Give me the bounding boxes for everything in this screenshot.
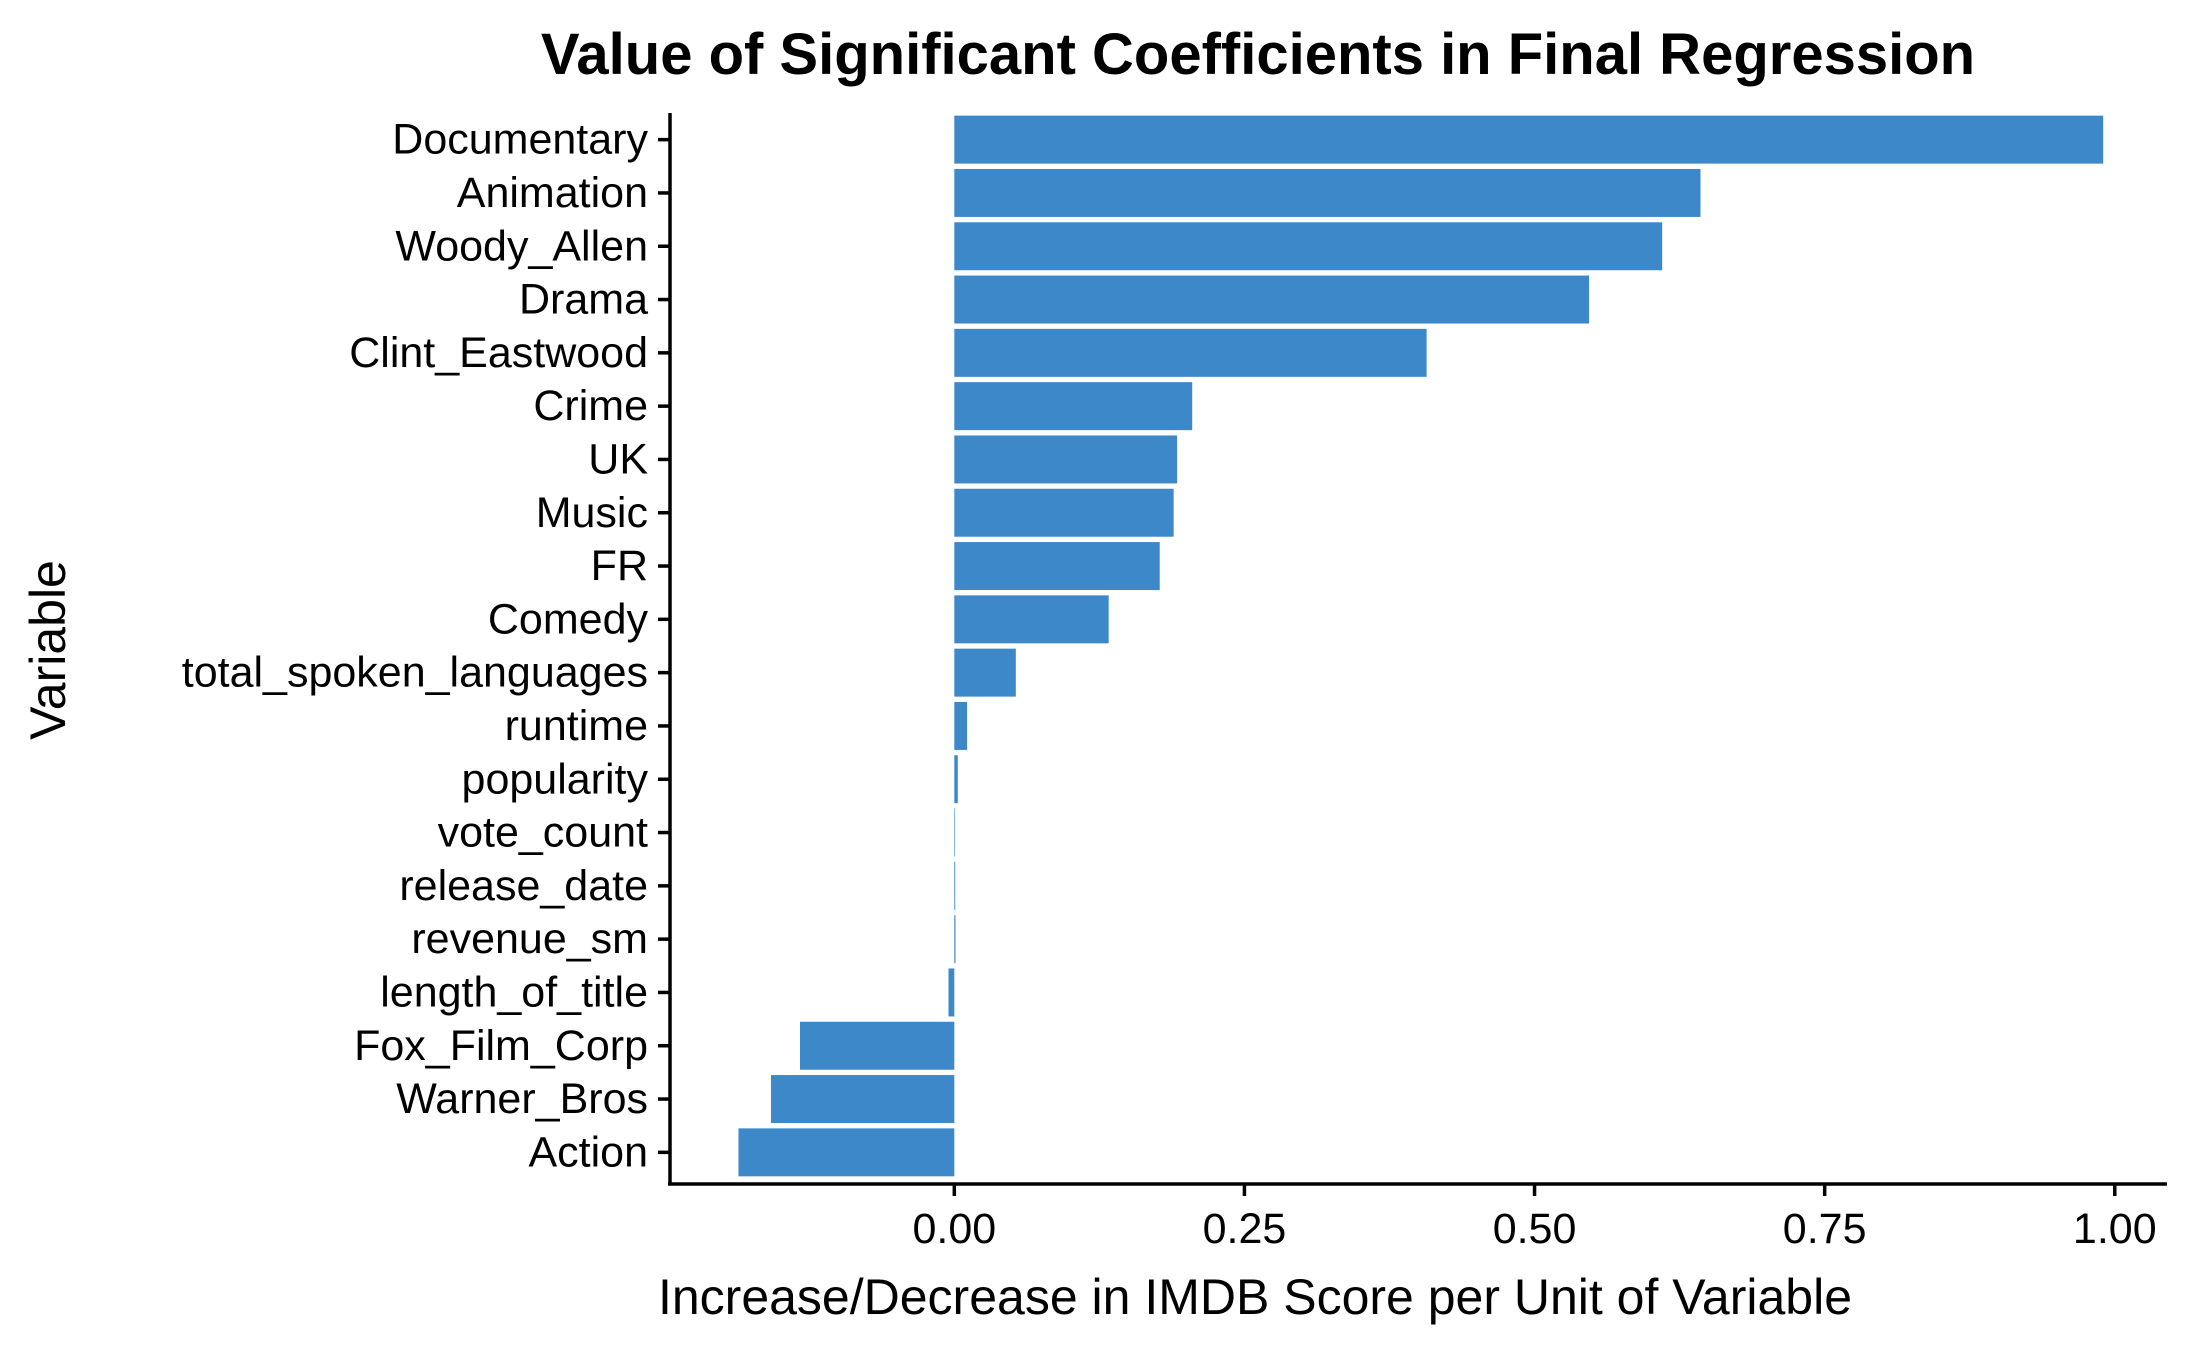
x-tick-label: 0.50 bbox=[1493, 1205, 1577, 1253]
y-tick-label: vote_count bbox=[438, 809, 648, 857]
x-axis-ticks: 0.00 0.25 0.50 0.75 1.00 bbox=[912, 1184, 2157, 1253]
y-tick-label: Clint_Eastwood bbox=[349, 329, 648, 377]
y-tick-label: Drama bbox=[519, 276, 648, 324]
y-tick-label: revenue_sm bbox=[411, 915, 648, 963]
y-tick-label: popularity bbox=[462, 755, 649, 803]
y-tick-label: Crime bbox=[533, 382, 648, 430]
bar-uk bbox=[954, 435, 1178, 484]
bar-total-spoken-languages bbox=[954, 648, 1016, 697]
bar-crime bbox=[954, 382, 1193, 431]
bar-runtime bbox=[954, 701, 968, 750]
bar-vote-count bbox=[954, 808, 955, 857]
bar-revenue-sm bbox=[954, 915, 956, 964]
x-axis-title: Increase/Decrease in IMDB Score per Unit… bbox=[658, 1269, 1852, 1325]
y-tick-label: FR bbox=[591, 542, 648, 590]
y-tick-label: length_of_title bbox=[380, 968, 648, 1016]
y-tick-label: Fox_Film_Corp bbox=[354, 1022, 648, 1070]
bar-drama bbox=[954, 275, 1590, 324]
bar-animation bbox=[954, 168, 1701, 217]
y-tick-label: Music bbox=[536, 489, 648, 537]
bars-group bbox=[738, 115, 2104, 1177]
y-tick-label: Woody_Allen bbox=[395, 222, 648, 270]
bar-release-date bbox=[954, 861, 956, 910]
y-tick-label: total_spoken_languages bbox=[182, 649, 648, 697]
bar-woody-allen bbox=[954, 222, 1663, 271]
bar-music bbox=[954, 488, 1174, 537]
bar-warner-bros bbox=[770, 1075, 955, 1124]
x-tick-label: 0.75 bbox=[1783, 1205, 1867, 1253]
y-tick-label: Warner_Bros bbox=[396, 1075, 648, 1123]
bar-fr bbox=[954, 542, 1160, 591]
bar-action bbox=[738, 1128, 955, 1177]
y-tick-label: Documentary bbox=[392, 116, 648, 164]
bar-length-of-title bbox=[948, 968, 955, 1017]
bar-popularity bbox=[954, 755, 958, 804]
y-tick-label: release_date bbox=[399, 862, 648, 910]
y-axis-ticks: Documentary Animation Woody_Allen Drama Clin… bbox=[182, 116, 670, 1176]
bar-fox-film-corp bbox=[799, 1021, 955, 1070]
bar-clint-eastwood bbox=[954, 328, 1427, 377]
y-tick-label: UK bbox=[588, 435, 648, 483]
y-tick-label: Comedy bbox=[488, 595, 649, 643]
y-tick-label: Action bbox=[528, 1128, 648, 1176]
x-tick-label: 1.00 bbox=[2073, 1205, 2157, 1253]
x-tick-label: 0.00 bbox=[912, 1205, 996, 1253]
y-tick-label: Animation bbox=[457, 169, 648, 217]
bar-documentary bbox=[954, 115, 2104, 164]
chart-title: Value of Significant Coefficients in Fin… bbox=[541, 22, 1975, 87]
y-axis-title: Variable bbox=[20, 560, 76, 740]
bar-comedy bbox=[954, 595, 1109, 644]
x-tick-label: 0.25 bbox=[1203, 1205, 1287, 1253]
y-tick-label: runtime bbox=[505, 702, 648, 750]
